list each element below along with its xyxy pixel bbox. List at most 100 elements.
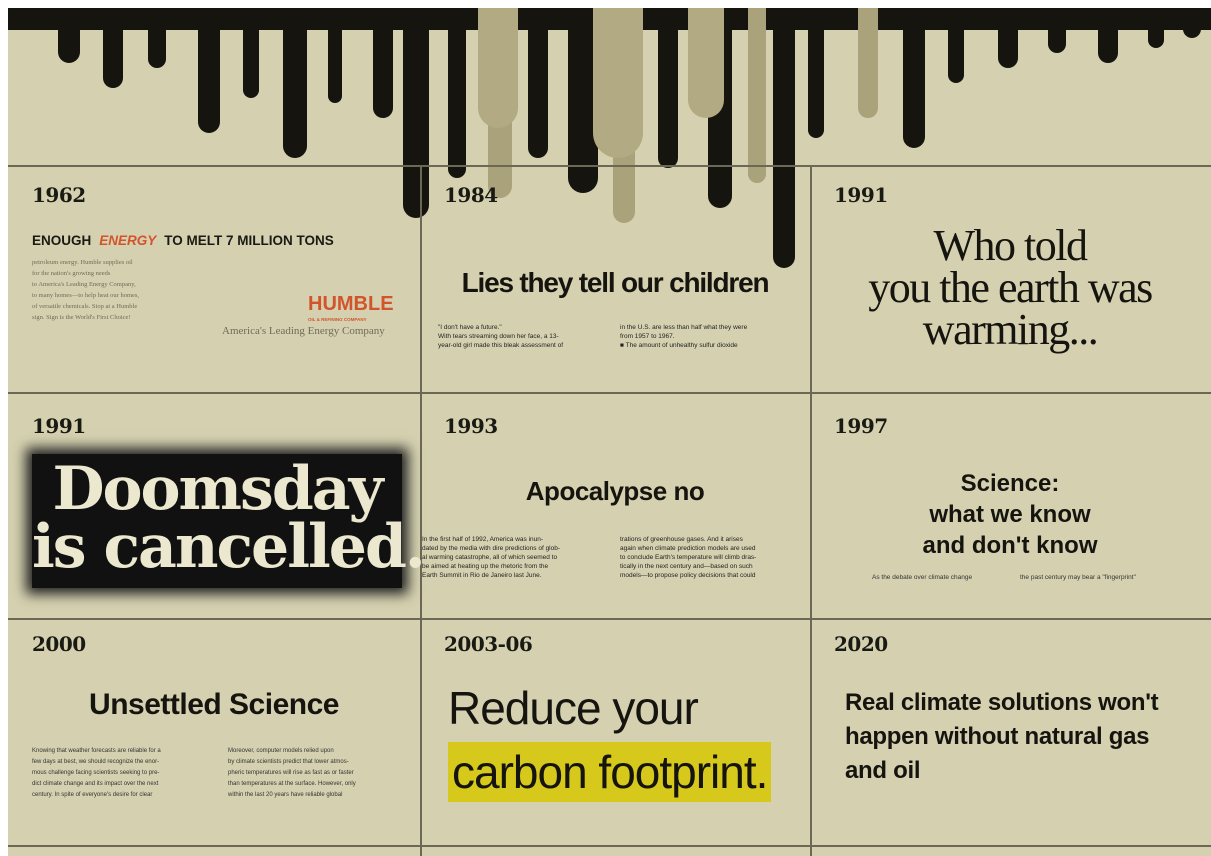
drip (448, 8, 466, 178)
body-line: again when climate prediction models are… (620, 544, 805, 553)
logo: HUMBLE (308, 293, 394, 316)
body-line: Earth Summit in Rio de Janeiro last June… (422, 571, 604, 580)
body-line: be aimed at heating up the rhetoric from… (422, 562, 604, 571)
headline-line: and oil (845, 754, 1158, 788)
body-column: Moreover, computer models relied uponby … (228, 746, 403, 801)
drip (243, 8, 259, 98)
headline-line: Doomsday (32, 460, 402, 518)
year: 1984 (444, 183, 498, 207)
headline-line: carbon footprint. (448, 742, 771, 802)
body-line: Moreover, computer models relied upon (228, 746, 403, 757)
body-line: mous challenge facing scientists seeking… (32, 768, 212, 779)
drip (998, 8, 1018, 68)
drip (148, 8, 166, 68)
body-column: trations of greenhouse gases. And it ari… (620, 535, 805, 580)
drip (528, 8, 548, 158)
grid-line (8, 845, 1211, 847)
body-line: in the U.S. are less than half what they… (620, 323, 795, 332)
year: 1991 (834, 183, 888, 207)
panel: 2000Unsettled ScienceKnowing that weathe… (8, 618, 398, 845)
year: 1997 (834, 414, 888, 438)
year: 2003-06 (444, 632, 532, 656)
headline-line: Real climate solutions won't (845, 686, 1158, 720)
headline: Lies they tell our children (420, 267, 810, 299)
body-line: of versatile chemicals. Stop at a Humble (32, 301, 182, 312)
body-column: the past century may bear a "fingerprint… (1020, 574, 1200, 581)
drip (58, 8, 80, 63)
drip (903, 8, 925, 148)
drip (478, 8, 518, 128)
headline-line: Apocalypse no (420, 476, 810, 507)
headline-line: happen without natural gas (845, 720, 1158, 754)
headline-line: what we know (810, 499, 1210, 530)
headline-line: warming... (810, 309, 1210, 351)
headline-line: Reduce your (448, 678, 771, 738)
headline-line: Science: (810, 468, 1210, 499)
drip (858, 8, 878, 118)
drip (1048, 8, 1066, 53)
drip (688, 8, 724, 118)
headline-line: ENERGY (99, 233, 156, 248)
body-line: tically in the next century and—based on… (620, 562, 805, 571)
body-line: the past century may bear a "fingerprint… (1020, 574, 1200, 581)
panel: 1984 Lies they tell our children "I don't … (420, 165, 810, 392)
headline-line: Unsettled Science (8, 688, 420, 722)
poster: 1962 ENOUGH ENERGY TO MELT 7 MILLION TONS pe… (8, 8, 1211, 856)
body-column: In the first half of 1992, America was i… (422, 535, 604, 580)
drip (198, 8, 220, 133)
body-line: Knowing that weather forecasts are relia… (32, 746, 212, 757)
headline-line: Who told (810, 225, 1210, 267)
drip (373, 8, 393, 118)
body-line: As the debate over climate change (872, 574, 1032, 581)
drip (328, 8, 342, 103)
drip (1098, 8, 1118, 63)
drip (1148, 8, 1164, 48)
body-line: sign. Sign is the World's First Choice! (32, 312, 182, 323)
body-line: to many homes—to help heat our homes, (32, 290, 182, 301)
tagline: America's Leading Energy Company (222, 325, 385, 337)
body-column: Knowing that weather forecasts are relia… (32, 746, 212, 801)
headline-line: Lies they tell our children (420, 267, 810, 299)
drip (1183, 8, 1201, 38)
body-line: few days at best, we should recognize th… (32, 757, 212, 768)
body-line: In the first half of 1992, America was i… (422, 535, 604, 544)
body-column: As the debate over climate change (872, 574, 1032, 581)
body-line: by climate scientists predict that lower… (228, 757, 403, 768)
headline: ENOUGH ENERGY TO MELT 7 MILLION TONS (32, 233, 334, 248)
body-line: for the nation's growing needs (32, 268, 182, 279)
headline-line: you the earth was (810, 267, 1210, 309)
body-line: from 1957 to 1967. (620, 332, 795, 341)
body-line: year-old girl made this bleak assessment… (438, 341, 608, 350)
body-line: pheric temperatures will rise as fast as… (228, 768, 403, 779)
headline-line: is cancelled. (32, 518, 402, 576)
body-line: to conclude Earth's temperature will cli… (620, 553, 805, 562)
drip (748, 8, 766, 183)
body-line: to America's Leading Energy Company, (32, 279, 182, 290)
headline-line: and don't know (810, 530, 1210, 561)
body-line: al warming catastrophe, all of which see… (422, 553, 604, 562)
body-line: ■ The amount of unhealthy sulfur dioxide (620, 341, 795, 350)
year: 1962 (32, 183, 86, 207)
body-column: petroleum energy. Humble supplies oilfor… (32, 257, 182, 323)
drip (658, 8, 678, 168)
panel: 1962 ENOUGH ENERGY TO MELT 7 MILLION TONS pe… (8, 165, 398, 392)
body-line: dated by the media with dire predictions… (422, 544, 604, 553)
body-line: models—to propose policy decisions that … (620, 571, 805, 580)
headline-line: ENOUGH (32, 233, 91, 248)
body-line: than temperatures at the surface. Howeve… (228, 779, 403, 790)
headline-line: TO MELT 7 MILLION TONS (164, 233, 334, 248)
year: 2020 (834, 632, 888, 656)
body-line: trations of greenhouse gases. And it ari… (620, 535, 805, 544)
body-line: "I don't have a future." (438, 323, 608, 332)
year: 2000 (32, 632, 86, 656)
